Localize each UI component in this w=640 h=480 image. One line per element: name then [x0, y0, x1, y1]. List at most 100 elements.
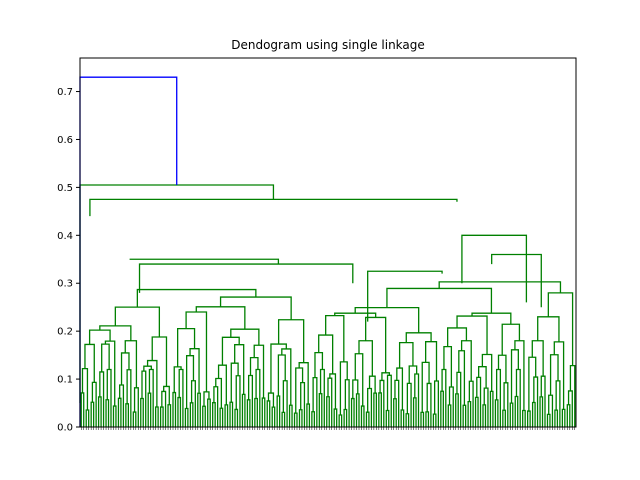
dendrogram-link	[489, 390, 494, 427]
dendrogram-link	[494, 399, 499, 427]
dendrogram-link	[215, 377, 223, 409]
dendrogram-link	[219, 296, 292, 320]
dendrogram-link	[230, 362, 239, 403]
dendrogram-link	[184, 407, 189, 427]
dendrogram-link	[326, 396, 330, 427]
dendrogram-link	[385, 409, 390, 427]
dendrogram-link	[197, 392, 201, 427]
dendrogram-link	[234, 408, 239, 427]
dendrogram-link	[120, 352, 130, 386]
dendrogram-link	[447, 327, 468, 347]
dendrogram-link	[132, 411, 137, 427]
dendrogram-link	[246, 399, 251, 427]
dendrogram-link	[141, 370, 147, 427]
dendrogram-link	[229, 401, 234, 427]
dendrogram-link	[425, 411, 430, 427]
dendrogram-link	[440, 390, 444, 427]
dendrogram-link	[136, 288, 257, 308]
dendrogram-link	[151, 336, 168, 387]
dendrogram-link	[125, 403, 130, 427]
dendrogram-link	[146, 359, 158, 407]
dendrogram-link	[99, 325, 132, 341]
dendrogram-link	[172, 391, 177, 427]
dendrogram-link	[425, 341, 438, 381]
dendrogram-link	[467, 400, 472, 427]
dendrogram-link	[185, 311, 208, 392]
dendrogram-link	[438, 281, 562, 293]
dendrogram-link	[163, 385, 170, 405]
dendrogram-link	[561, 408, 566, 427]
dendrogram-link	[88, 329, 111, 345]
dendrogram-link	[554, 409, 559, 427]
y-tick-label: 0.6	[57, 135, 73, 146]
dendrogram-link	[254, 397, 258, 427]
dendrogram-link	[90, 401, 95, 427]
dendrogram-link	[381, 372, 391, 381]
dendrogram-link	[549, 354, 559, 396]
dendrogram-link	[318, 393, 323, 427]
dendrogram-link	[235, 375, 241, 427]
plot-frame	[79, 57, 577, 428]
dendrogram-link	[189, 402, 194, 427]
dendrogram-link	[365, 316, 387, 373]
dendrogram-link	[412, 397, 417, 427]
dendrogram-link	[217, 364, 227, 405]
dendrogram-link	[355, 393, 360, 427]
dendrogram-link	[406, 382, 412, 427]
dendrogram-major-link	[89, 198, 458, 217]
dendrogram-link	[510, 349, 519, 404]
dendrogram-link	[271, 406, 276, 427]
dendrogram-link	[553, 341, 565, 410]
dendrogram-link	[177, 396, 182, 427]
dendrogram-link	[514, 395, 519, 427]
dendrogram-link	[343, 408, 348, 427]
dendrogram-link	[207, 398, 211, 427]
dendrogram-link	[539, 396, 544, 427]
dendrogram-link	[393, 398, 397, 427]
dendrogram-link	[537, 316, 560, 342]
dendrogram-link	[338, 414, 343, 427]
dendrogram-link	[270, 343, 287, 394]
dendrogram-link	[333, 408, 338, 427]
dendrogram-link	[408, 365, 418, 384]
dendrogram-link	[277, 319, 305, 363]
dendrogram-link	[497, 354, 507, 383]
dendrogram-link	[501, 323, 521, 356]
dendrogram-link	[365, 411, 370, 427]
dendrogram-link	[219, 407, 224, 427]
dendrogram-link	[295, 367, 304, 414]
dendrogram-link	[276, 395, 281, 427]
dendrogram-link	[97, 396, 102, 427]
dendrogram-link	[224, 404, 229, 427]
y-tick-label: 0.7	[57, 87, 73, 98]
dendrogram-link	[140, 397, 144, 427]
y-tick-label: 0.4	[57, 231, 73, 242]
dendrogram-link	[173, 366, 182, 393]
y-tick-label: 0.3	[57, 279, 73, 290]
dendrogram-link	[526, 410, 531, 427]
dendrogram-link	[154, 406, 159, 427]
dendrogram-link	[414, 373, 420, 427]
dendrogram-link	[432, 413, 437, 427]
dendrogram-links	[79, 76, 576, 427]
dendrogram-link	[112, 405, 117, 427]
y-tick-label: 0.0	[57, 423, 73, 434]
chart-title: Dendogram using single linkage	[231, 38, 425, 52]
dendrogram-link	[306, 403, 311, 427]
dendrogram-major-link	[491, 253, 542, 308]
dendrogram-major-link	[79, 184, 275, 404]
dendrogram-link	[126, 369, 132, 427]
dendrogram-link	[405, 413, 410, 427]
dendrogram-link	[566, 404, 571, 427]
dendrogram-link	[358, 340, 373, 377]
dendrogram-link	[460, 340, 472, 382]
dendrogram-link	[281, 348, 292, 406]
dendrogram-link	[509, 402, 514, 427]
dendrogram-link	[249, 356, 259, 376]
dendrogram-link	[101, 343, 110, 372]
dendrogram-link	[471, 312, 512, 325]
dendrogram-link	[167, 404, 172, 427]
dendrogram-link	[531, 340, 544, 377]
dendrogram-link	[234, 344, 245, 395]
dendrogram-link	[147, 392, 152, 427]
